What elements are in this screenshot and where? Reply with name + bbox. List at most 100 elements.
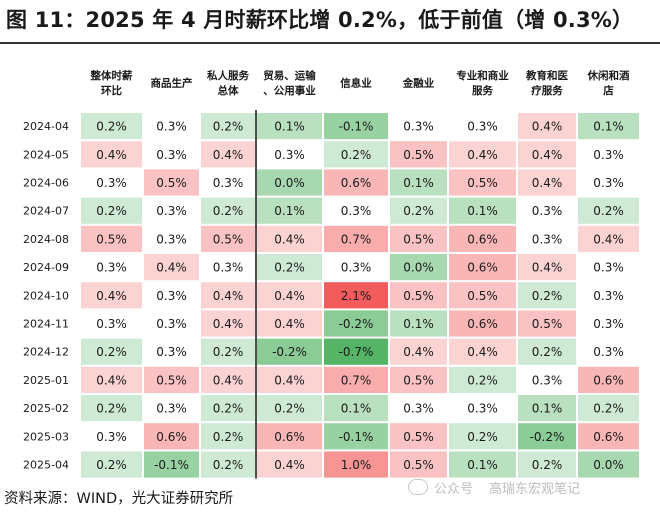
cell-2024-11-4	[324, 310, 388, 337]
column-header-3-line-1: 、公用事业	[263, 84, 316, 97]
cell-2024-12-2	[201, 338, 255, 365]
cell-2024-04-5	[390, 113, 447, 140]
cell-2024-05-6	[449, 141, 516, 168]
cell-value-2025-03-0: 0.3%	[96, 430, 127, 444]
cell-value-2024-11-8: 0.3%	[593, 317, 624, 331]
cell-2025-02-0	[81, 395, 142, 422]
row-label-2024-12: 2024-12	[23, 346, 69, 359]
cell-value-2025-03-5: 0.5%	[403, 430, 434, 444]
cell-2024-11-1	[144, 310, 199, 337]
cell-2024-05-8	[578, 141, 639, 168]
cell-value-2024-05-7: 0.4%	[532, 148, 563, 162]
row-label-2025-02: 2025-02	[23, 402, 69, 415]
cell-value-2024-05-2: 0.4%	[213, 148, 244, 162]
cell-2025-01-2	[201, 366, 255, 393]
cell-value-2025-02-2: 0.2%	[213, 402, 244, 416]
cell-2025-04-4	[324, 451, 388, 478]
cell-value-2024-07-4: 0.3%	[341, 204, 372, 218]
cell-2025-02-3	[257, 395, 322, 422]
cell-2024-07-6	[449, 197, 516, 224]
cell-value-2024-04-7: 0.4%	[532, 120, 563, 134]
cell-value-2024-10-2: 0.4%	[213, 289, 244, 303]
cell-value-2024-07-7: 0.3%	[532, 204, 563, 218]
cell-value-2025-01-1: 0.5%	[156, 373, 187, 387]
cell-value-2025-04-4: 1.0%	[341, 458, 372, 472]
cell-2024-04-6	[449, 113, 516, 140]
cell-value-2024-05-1: 0.3%	[156, 148, 187, 162]
cell-value-2024-09-1: 0.4%	[156, 261, 187, 275]
cell-2024-12-3	[257, 338, 322, 365]
cell-2024-11-0	[81, 310, 142, 337]
cell-value-2025-01-3: 0.4%	[274, 373, 305, 387]
cell-2024-12-6	[449, 338, 516, 365]
cell-value-2025-01-2: 0.4%	[213, 373, 244, 387]
cell-2024-12-5	[390, 338, 447, 365]
cell-2024-11-6	[449, 310, 516, 337]
cell-2024-04-0	[81, 113, 142, 140]
title-divider	[0, 42, 660, 44]
cell-value-2024-08-7: 0.3%	[532, 232, 563, 246]
cell-2024-07-8	[578, 197, 639, 224]
cell-value-2025-03-8: 0.6%	[593, 430, 624, 444]
cell-value-2024-04-0: 0.2%	[96, 120, 127, 134]
column-header-6-line-1: 服务	[472, 84, 493, 97]
cell-2025-04-3	[257, 451, 322, 478]
cell-2025-03-3	[257, 423, 322, 450]
row-label-2024-09: 2024-09	[23, 261, 69, 274]
cell-value-2025-03-6: 0.2%	[467, 430, 498, 444]
cell-value-2025-04-5: 0.5%	[403, 458, 434, 472]
watermark-account: 公众号	[434, 482, 474, 497]
cell-2025-02-4	[324, 395, 388, 422]
cell-2025-04-1	[144, 451, 199, 478]
cell-value-2025-03-1: 0.6%	[156, 430, 187, 444]
row-label-2024-11: 2024-11	[23, 318, 69, 331]
cell-2024-10-0	[81, 282, 142, 309]
cell-value-2025-02-3: 0.2%	[274, 402, 305, 416]
cell-2024-07-0	[81, 197, 142, 224]
cell-value-2025-01-6: 0.2%	[467, 373, 498, 387]
cell-value-2024-06-5: 0.1%	[403, 176, 434, 190]
cell-2024-09-7	[518, 254, 576, 281]
cell-value-2024-09-5: 0.0%	[403, 261, 434, 275]
cell-2025-04-6	[449, 451, 516, 478]
cell-2024-04-1	[144, 113, 199, 140]
column-header-7-line-0: 教育和医	[525, 69, 568, 82]
cell-value-2024-11-1: 0.3%	[156, 317, 187, 331]
cell-2025-04-5	[390, 451, 447, 478]
cell-value-2024-06-2: 0.3%	[213, 176, 244, 190]
column-header-4-line-0: 信息业	[340, 77, 372, 90]
cell-value-2024-10-1: 0.3%	[156, 289, 187, 303]
column-header-5-line-0: 金融业	[402, 77, 435, 90]
cell-value-2024-06-0: 0.3%	[96, 176, 127, 190]
cell-2024-06-4	[324, 169, 388, 196]
cell-2024-11-7	[518, 310, 576, 337]
cell-2025-01-1	[144, 366, 199, 393]
cell-2024-10-6	[449, 282, 516, 309]
column-header-0-line-1: 环比	[101, 84, 122, 97]
cell-value-2024-07-2: 0.2%	[213, 204, 244, 218]
row-label-2024-04: 2024-04	[23, 120, 69, 133]
watermark: 公众号 高瑞东宏观笔记	[408, 478, 580, 497]
cell-value-2024-09-8: 0.3%	[593, 261, 624, 275]
cell-2024-06-3	[257, 169, 322, 196]
cell-value-2024-04-1: 0.3%	[156, 120, 187, 134]
wechat-icon	[408, 479, 428, 495]
cell-value-2024-11-7: 0.5%	[532, 317, 563, 331]
cell-value-2024-09-0: 0.3%	[96, 261, 127, 275]
cell-value-2024-12-7: 0.2%	[532, 345, 563, 359]
cell-2024-09-2	[201, 254, 255, 281]
cell-2024-11-2	[201, 310, 255, 337]
cell-2025-03-2	[201, 423, 255, 450]
row-label-2024-07: 2024-07	[23, 205, 69, 218]
cell-value-2024-10-3: 0.4%	[274, 289, 305, 303]
cell-2024-09-5	[390, 254, 447, 281]
cell-value-2025-01-0: 0.4%	[96, 373, 127, 387]
cell-value-2024-09-2: 0.3%	[213, 261, 244, 275]
cell-value-2024-11-6: 0.6%	[467, 317, 498, 331]
cell-2025-04-2	[201, 451, 255, 478]
chart-title: 图 11：2025 年 4 月时薪环比增 0.2%，低于前值（增 0.3%）	[6, 8, 634, 32]
cell-2025-01-5	[390, 366, 447, 393]
cell-value-2024-07-3: 0.1%	[274, 204, 305, 218]
cell-2024-10-4	[324, 282, 388, 309]
